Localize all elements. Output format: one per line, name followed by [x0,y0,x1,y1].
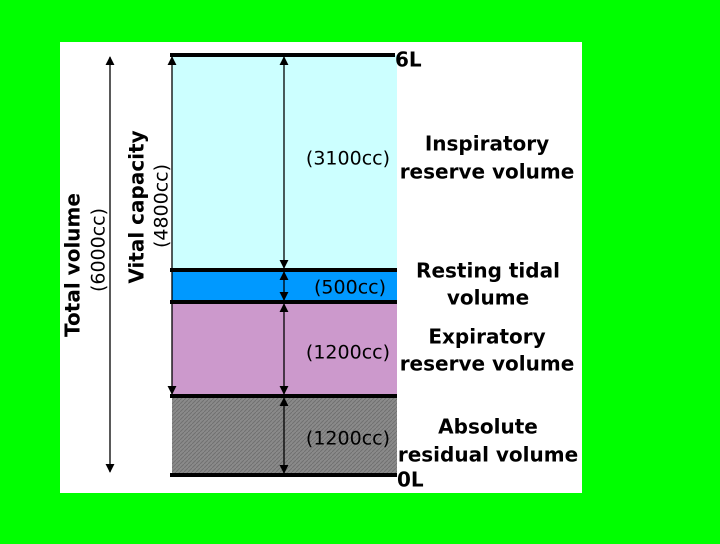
compartment-label: Expiratory [428,325,545,349]
compartment-label: reserve volume [400,160,575,184]
compartment-amount: (3100cc) [306,148,390,170]
bottom-level: 0L [397,468,424,492]
compartment-label: volume [447,286,529,310]
compartment-label: reserve volume [400,352,575,376]
level-lines [170,53,397,477]
compartment-label: Inspiratory [425,132,549,156]
compartment-amount: (500cc) [314,277,386,299]
compartment-amount: (1200cc) [306,342,390,364]
arrows [105,56,289,474]
span-label: Total volume [61,193,85,337]
compartment-label: Resting tidal [416,259,560,283]
compartment-label: residual volume [398,443,578,467]
top-level: 6L [395,48,422,72]
span-amount: (4800cc) [151,164,173,248]
span-label: Vital capacity [125,130,149,283]
compartment-label: Absolute [438,415,538,439]
span-amount: (6000cc) [88,208,110,292]
compartment-amount: (1200cc) [306,428,390,450]
